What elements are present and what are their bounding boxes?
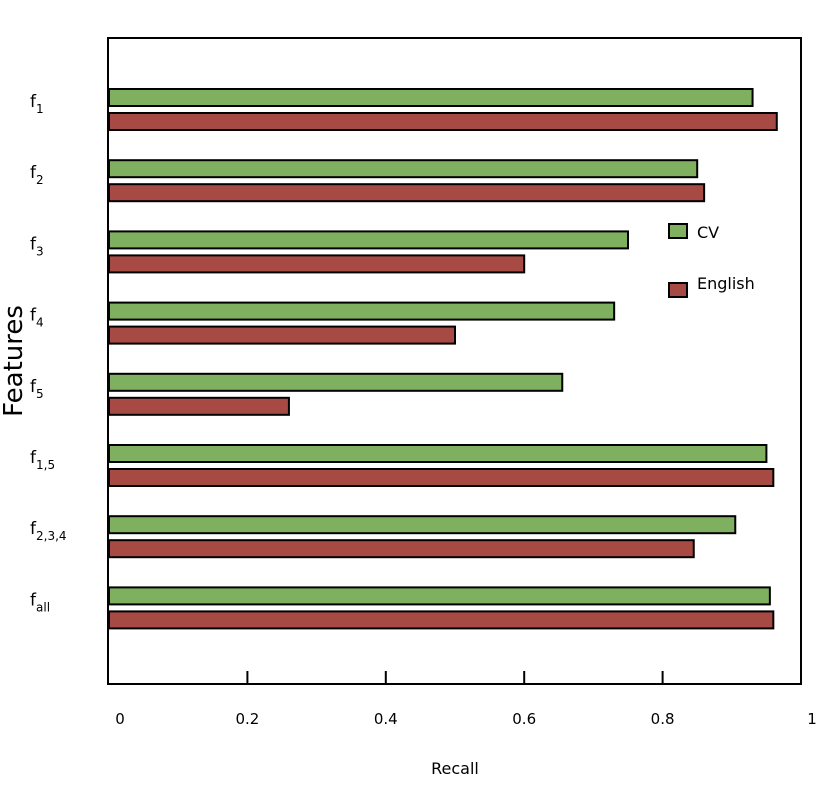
- bar-english-2: [108, 183, 706, 203]
- category-label-2: f2: [30, 163, 44, 187]
- x-tick-label: 0.6: [512, 710, 536, 728]
- bar-cv-4: [108, 301, 616, 321]
- legend-swatch-cv: [668, 223, 688, 239]
- category-label-1: f1: [30, 92, 44, 116]
- category-label-4: f4: [30, 306, 44, 330]
- bars-layer: [108, 88, 778, 630]
- bar-cv-3: [108, 230, 629, 250]
- bar-english-1-5: [108, 468, 775, 487]
- legend-label-cv: CV: [697, 223, 719, 242]
- x-axis-title: Recall: [431, 759, 479, 778]
- bar-cv-1-5: [108, 444, 768, 463]
- bar-english-1: [108, 112, 778, 131]
- bar-english-2-3-4: [108, 539, 695, 559]
- x-tick-label: 0: [115, 710, 125, 728]
- category-label-5: f5: [30, 377, 44, 401]
- bar-cv-2: [108, 159, 699, 179]
- legend-label-english: English: [697, 274, 755, 293]
- y-axis-categories: f1 f2 f3 f4 f5 f1,5 f2,3,4 fall: [30, 92, 67, 614]
- x-tick-label: 0.8: [651, 710, 675, 728]
- x-axis-ticks: 0 0.2 0.4 0.6 0.8 1: [115, 671, 817, 728]
- bar-cv-all: [108, 586, 771, 606]
- bar-english-5: [108, 396, 290, 416]
- bar-english-all: [108, 610, 775, 630]
- category-label-all: fall: [30, 590, 50, 614]
- category-label-3: f3: [30, 234, 44, 258]
- x-tick-label: 1: [807, 710, 817, 728]
- legend-swatch-english: [668, 282, 688, 298]
- x-tick-label: 0.4: [374, 710, 398, 728]
- bar-english-4: [108, 325, 456, 345]
- y-axis-title: Features: [0, 305, 29, 417]
- category-label-1-5: f1,5: [30, 448, 55, 472]
- plot-frame: [107, 37, 802, 685]
- category-label-2-3-4: f2,3,4: [30, 519, 67, 543]
- bar-english-3: [108, 254, 526, 274]
- bar-cv-2-3-4: [108, 515, 737, 535]
- bar-cv-1: [108, 88, 754, 107]
- bar-cv-5: [108, 372, 564, 392]
- x-tick-label: 0.2: [235, 710, 259, 728]
- legend: CV English: [668, 223, 755, 298]
